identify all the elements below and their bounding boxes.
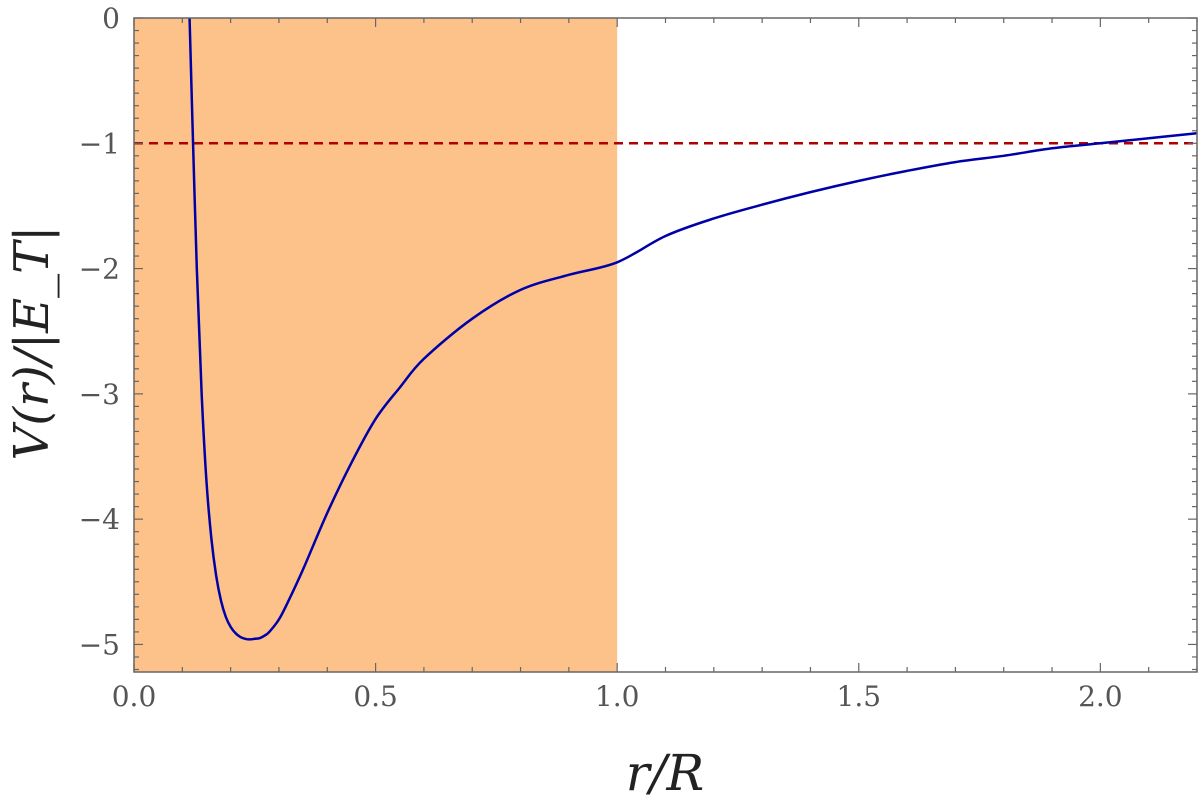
series-line-0	[188, 18, 1197, 641]
shaded-region-layer	[134, 18, 618, 672]
x-tick-label: 0.0	[112, 680, 157, 713]
y-tick-label: 0	[102, 2, 120, 35]
x-tick-label: 0.5	[353, 680, 398, 713]
x-tick-label: 1.5	[837, 680, 882, 713]
x-tick-label: 2.0	[1078, 680, 1123, 713]
y-tick-label: −2	[79, 253, 120, 286]
x-axis-title: r/R	[626, 744, 704, 802]
y-tick-label: −4	[79, 503, 120, 536]
y-tick-label: −5	[79, 628, 120, 661]
y-tick-label: −1	[79, 127, 120, 160]
shaded-region	[134, 18, 618, 672]
y-axis-title: V(r)/|E_T|	[4, 226, 60, 461]
series-layer	[188, 18, 1197, 641]
x-tick-label: 1.0	[595, 680, 640, 713]
y-tick-label: −3	[79, 378, 120, 411]
tick-label-layer: 0.0 0.5 1.0 1.5 2.0 0 −1 −2 −3 −4 −5	[79, 2, 1123, 713]
tick-layer	[133, 17, 1198, 672]
